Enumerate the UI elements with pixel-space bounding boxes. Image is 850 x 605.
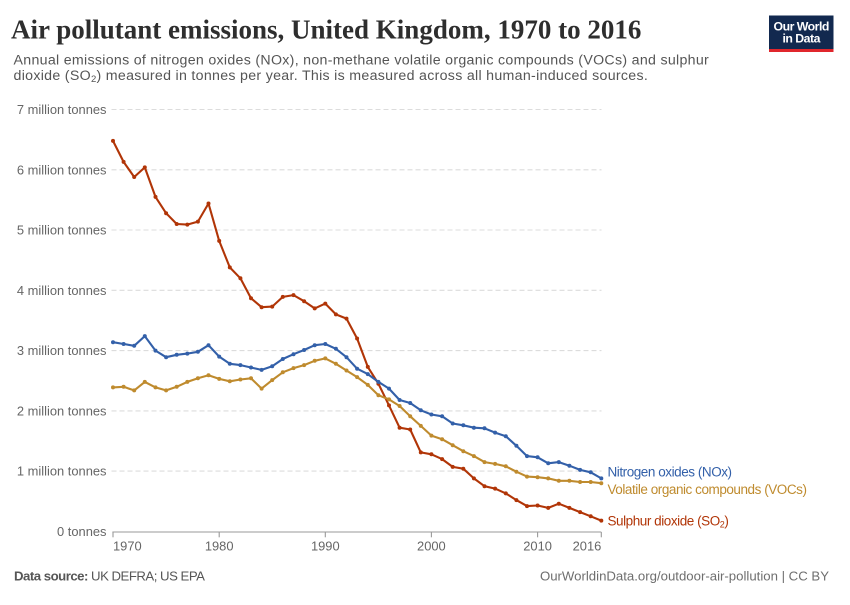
svg-text:Sulphur dioxide (SO2): Sulphur dioxide (SO2) <box>608 514 729 530</box>
svg-text:Our World: Our World <box>774 20 829 34</box>
svg-text:2000: 2000 <box>417 538 446 553</box>
svg-text:Annual emissions of nitrogen o: Annual emissions of nitrogen oxides (NOx… <box>14 53 710 69</box>
svg-text:6 million tonnes: 6 million tonnes <box>17 162 107 177</box>
svg-text:in Data: in Data <box>782 32 820 46</box>
svg-text:5 million tonnes: 5 million tonnes <box>17 223 107 238</box>
svg-text:1 million tonnes: 1 million tonnes <box>17 464 107 479</box>
svg-text:Air pollutant emissions, Unite: Air pollutant emissions, United Kingdom,… <box>11 15 641 45</box>
svg-text:7 million tonnes: 7 million tonnes <box>17 102 107 117</box>
svg-text:1980: 1980 <box>205 538 234 553</box>
svg-text:Volatile organic compounds (VO: Volatile organic compounds (VOCs) <box>608 482 807 497</box>
svg-text:Data source: UK DEFRA; US EPA: Data source: UK DEFRA; US EPA <box>14 569 205 584</box>
svg-text:dioxide (SO2) measured in tonn: dioxide (SO2) measured in tonnes per yea… <box>14 68 649 85</box>
svg-text:2010: 2010 <box>523 538 552 553</box>
svg-text:1970: 1970 <box>113 538 142 553</box>
svg-text:Nitrogen oxides (NOx): Nitrogen oxides (NOx) <box>608 464 732 479</box>
svg-text:4 million tonnes: 4 million tonnes <box>17 283 107 298</box>
svg-text:2016: 2016 <box>573 538 602 553</box>
svg-text:2 million tonnes: 2 million tonnes <box>17 403 107 418</box>
svg-text:0 tonnes: 0 tonnes <box>57 524 106 539</box>
svg-text:3 million tonnes: 3 million tonnes <box>17 343 107 358</box>
svg-text:OurWorldinData.org/outdoor-air: OurWorldinData.org/outdoor-air-pollution… <box>540 569 829 584</box>
svg-text:1990: 1990 <box>311 538 340 553</box>
